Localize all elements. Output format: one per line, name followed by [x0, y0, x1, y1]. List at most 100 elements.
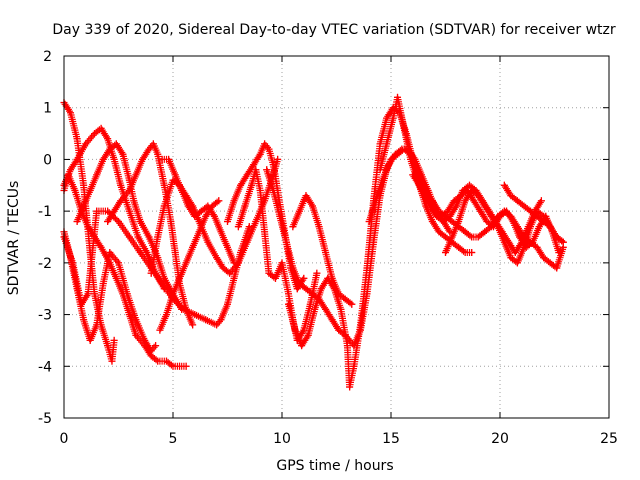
data-point	[162, 357, 170, 365]
data-point	[106, 249, 114, 257]
data-point	[335, 290, 343, 298]
x-tick-label: 20	[491, 431, 509, 447]
data-point	[376, 166, 384, 174]
data-point	[455, 243, 463, 251]
data-point	[169, 290, 177, 298]
data-point	[191, 311, 199, 319]
data-point	[97, 243, 105, 251]
data-point	[383, 114, 391, 122]
data-point	[435, 228, 443, 236]
data-point	[271, 274, 279, 282]
data-point	[99, 155, 107, 163]
chart-title: Day 339 of 2020, Sidereal Day-to-day VTE…	[52, 22, 616, 38]
data-point	[265, 269, 273, 277]
data-point	[84, 223, 92, 231]
data-point	[176, 274, 184, 282]
data-point	[483, 217, 491, 225]
data-point	[274, 155, 282, 163]
data-point	[182, 362, 190, 370]
data-point	[285, 290, 293, 298]
data-point	[176, 362, 184, 370]
data-point	[376, 140, 384, 148]
x-axis-label: GPS time / hours	[276, 458, 393, 474]
data-point	[291, 326, 299, 334]
data-point	[317, 285, 325, 293]
data-point	[156, 326, 164, 334]
data-point	[468, 186, 476, 194]
data-point	[513, 259, 521, 267]
data-point	[282, 238, 290, 246]
series-track-7	[104, 140, 197, 329]
x-tick-label: 15	[382, 431, 400, 447]
data-point	[88, 249, 96, 257]
data-point	[189, 243, 197, 251]
data-point	[93, 171, 101, 179]
data-point	[433, 212, 441, 220]
data-point	[80, 202, 88, 210]
data-point	[476, 207, 484, 215]
data-point	[302, 285, 310, 293]
data-point	[145, 233, 153, 241]
data-point	[73, 217, 81, 225]
data-point	[461, 197, 469, 205]
data-point	[125, 207, 133, 215]
data-point	[527, 238, 535, 246]
data-point	[147, 269, 155, 277]
data-point	[117, 197, 125, 205]
data-point	[234, 223, 242, 231]
data-point	[115, 217, 122, 225]
data-point	[461, 228, 469, 236]
data-point	[91, 290, 99, 298]
data-point	[99, 280, 107, 288]
data-points	[60, 93, 567, 391]
y-tick-label: -3	[38, 308, 52, 324]
data-point	[455, 217, 463, 225]
data-point	[300, 326, 308, 334]
data-point	[265, 145, 273, 153]
data-point	[149, 140, 157, 148]
data-point	[104, 207, 112, 215]
data-point	[202, 212, 210, 220]
data-point	[171, 249, 179, 257]
data-point	[311, 305, 319, 313]
data-point	[80, 316, 88, 324]
data-point	[507, 254, 515, 262]
data-point	[91, 130, 99, 138]
y-axis-label: SDTVAR / TECUs	[6, 181, 22, 296]
data-point	[86, 336, 94, 344]
data-point	[165, 155, 173, 163]
data-point	[461, 249, 469, 257]
data-point	[365, 217, 373, 225]
data-point	[313, 269, 321, 277]
data-point	[202, 316, 210, 324]
data-point	[171, 171, 179, 179]
y-tick-label: -4	[38, 359, 52, 375]
data-point	[494, 223, 502, 231]
data-point	[213, 321, 221, 329]
data-point	[241, 202, 249, 210]
data-point	[507, 192, 515, 200]
data-point	[328, 274, 336, 282]
x-tick-label: 5	[169, 431, 178, 447]
data-point	[224, 243, 231, 251]
data-point	[169, 176, 177, 184]
data-point	[474, 192, 482, 200]
data-point	[71, 186, 79, 194]
data-point	[106, 145, 114, 153]
data-point	[322, 249, 330, 257]
data-point	[540, 217, 548, 225]
series-track-8	[147, 155, 282, 277]
data-point	[537, 197, 545, 205]
data-point	[167, 217, 175, 225]
data-point	[110, 336, 118, 344]
data-point	[237, 181, 245, 189]
data-point	[487, 212, 495, 220]
data-point	[138, 155, 146, 163]
data-point	[546, 259, 554, 267]
data-point	[110, 155, 118, 163]
data-point	[341, 295, 349, 303]
data-point	[110, 207, 118, 215]
data-point	[309, 202, 317, 210]
data-point	[147, 352, 155, 360]
